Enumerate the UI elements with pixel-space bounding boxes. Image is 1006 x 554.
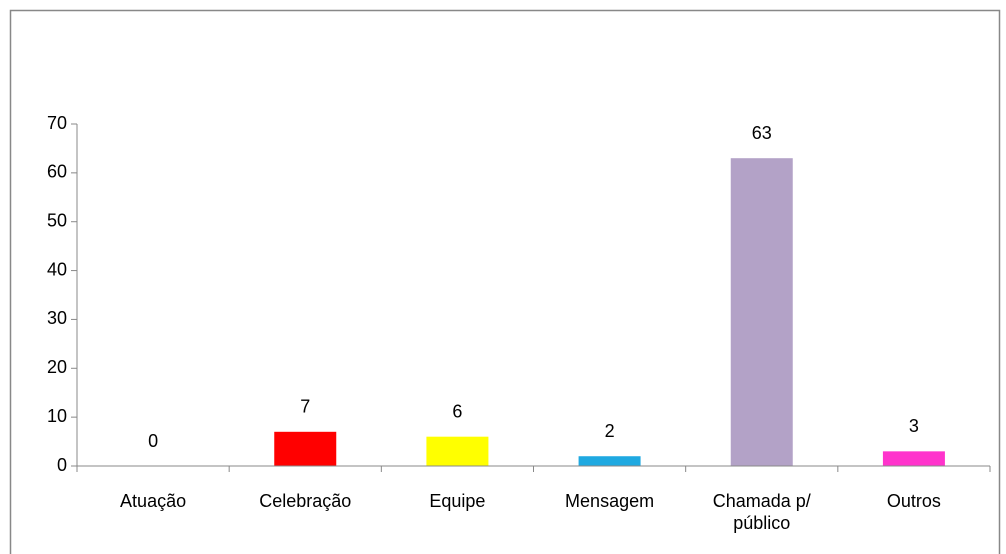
bar	[882, 451, 945, 466]
data-label: 6	[452, 401, 462, 421]
x-tick-label: Atuação	[120, 491, 187, 511]
x-tick-label: Mensagem	[565, 491, 655, 511]
y-tick-label: 60	[47, 162, 67, 182]
x-tick-label: Equipe	[429, 491, 486, 511]
x-tick-label: Chamada p/ público	[712, 491, 811, 533]
data-label: 2	[605, 421, 615, 441]
data-label: 7	[300, 397, 310, 417]
y-tick-label: 0	[57, 455, 67, 475]
data-label: 3	[909, 416, 919, 436]
x-tick-label: Celebração	[259, 491, 352, 511]
bar	[426, 436, 489, 466]
y-tick-label: 50	[47, 210, 67, 230]
y-tick-label: 10	[47, 406, 67, 426]
data-label: 63	[752, 123, 772, 143]
bar	[274, 431, 337, 466]
data-label: 0	[148, 431, 158, 451]
bar	[578, 456, 641, 466]
y-tick-label: 30	[47, 308, 67, 328]
y-tick-label: 20	[47, 357, 67, 377]
x-tick-label: Outros	[886, 491, 941, 511]
y-tick-label: 70	[47, 113, 67, 133]
y-tick-label: 40	[47, 259, 67, 279]
chart-border	[9, 9, 1001, 554]
bar	[730, 158, 793, 466]
